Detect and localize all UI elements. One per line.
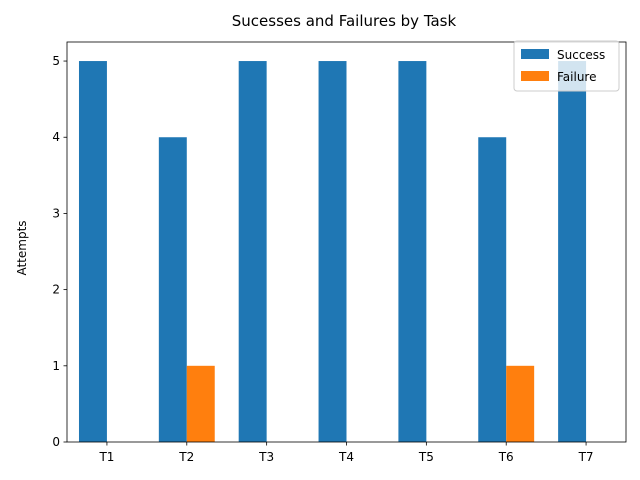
y-tick-label: 0 bbox=[52, 435, 60, 449]
y-tick-label: 5 bbox=[52, 54, 60, 68]
legend-label-success: Success bbox=[557, 48, 605, 62]
x-tick-label: T1 bbox=[98, 450, 114, 464]
bar-success-t2 bbox=[158, 137, 187, 442]
y-axis-label: Attempts bbox=[15, 220, 29, 275]
y-tick-label: 2 bbox=[52, 283, 60, 297]
bar-failure-t6 bbox=[506, 365, 535, 442]
axes-group: 0 1 2 3 4 5 T1 T2 T3 T4 T5 T6 T7 bbox=[52, 41, 627, 464]
y-tick-label: 1 bbox=[52, 359, 60, 373]
legend-label-failure: Failure bbox=[557, 70, 596, 84]
x-tick-label: T7 bbox=[578, 450, 594, 464]
bar-success-t4 bbox=[318, 61, 347, 443]
x-tick-label: T2 bbox=[178, 450, 194, 464]
x-tick-label: T6 bbox=[498, 450, 514, 464]
legend-swatch-success bbox=[521, 49, 549, 59]
x-tick-label: T3 bbox=[258, 450, 274, 464]
bar-success-t5 bbox=[398, 61, 427, 443]
legend: Success Failure bbox=[513, 40, 620, 92]
bar-success-t6 bbox=[478, 137, 507, 442]
bar-failure-t2 bbox=[186, 365, 215, 442]
bar-success-t3 bbox=[238, 61, 267, 443]
bar-success-t1 bbox=[78, 61, 107, 443]
y-tick-label: 3 bbox=[52, 206, 60, 220]
bar-success-t7 bbox=[558, 61, 587, 443]
chart-title: Sucesses and Failures by Task bbox=[232, 12, 457, 30]
bars-group bbox=[78, 61, 587, 443]
x-tick-label: T4 bbox=[338, 450, 354, 464]
x-tick-label: T5 bbox=[418, 450, 434, 464]
legend-swatch-failure bbox=[521, 71, 549, 81]
y-tick-label: 4 bbox=[52, 130, 60, 144]
